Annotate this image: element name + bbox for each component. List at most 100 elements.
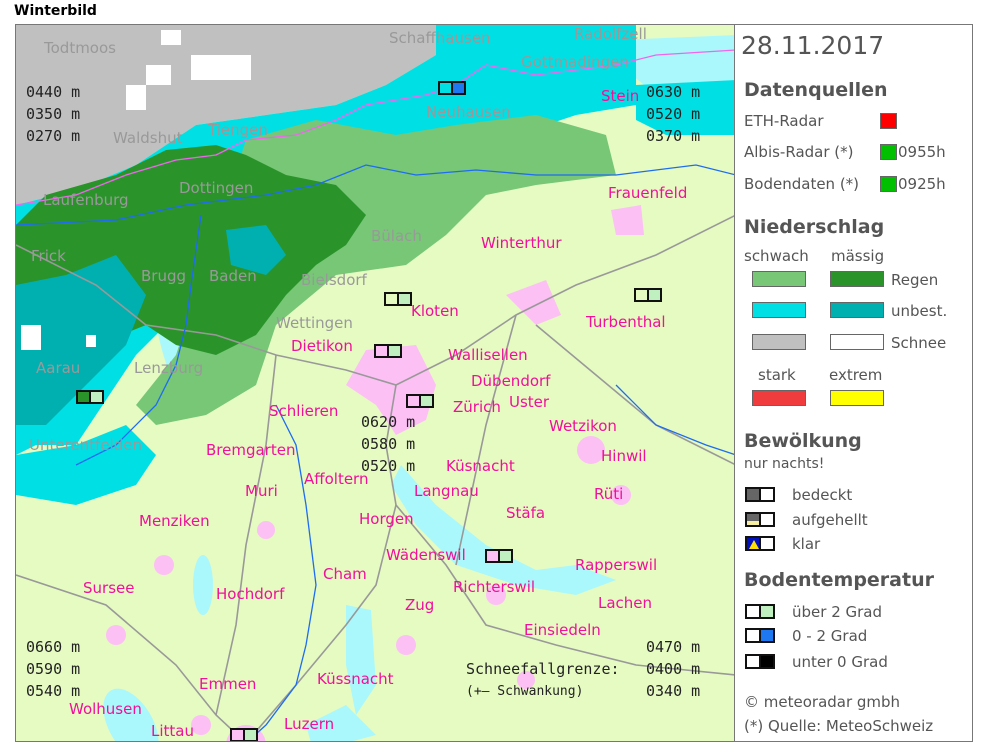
precip-row-label: unbest.: [891, 302, 948, 320]
precip-heading: Niederschlag: [744, 216, 885, 238]
map-layers: [16, 25, 734, 741]
temp-0-2-icon: [745, 628, 775, 643]
snowline-label: Schneefallgrenze:: [466, 660, 620, 678]
swatch-extreme: [830, 390, 884, 406]
town-label: Schaffhausen: [389, 29, 491, 47]
temp-row-label: unter 0 Grad: [792, 653, 888, 671]
town-label: Hinwil: [601, 447, 647, 465]
town-label: Wolhusen: [69, 700, 142, 718]
swatch-rain-moderate: [830, 271, 884, 287]
source-label: Bodendaten (*): [744, 175, 860, 193]
town-label: Gottmadingen: [521, 53, 629, 71]
cloud-overcast-icon: [745, 487, 775, 502]
town-label: Frick: [31, 247, 66, 265]
town-label: Bremgarten: [206, 441, 296, 459]
town-label: Unterentfelden: [29, 436, 142, 454]
town-label: Stäfa: [506, 504, 546, 522]
town-label: Lenzburg: [134, 359, 204, 377]
town-label: Sursee: [83, 579, 135, 597]
snowline-readout-center: 0620 m 0580 m 0520 m: [361, 413, 416, 475]
temp-row-label: über 2 Grad: [792, 603, 883, 621]
precip-row-label: Schnee: [891, 334, 947, 352]
source-status-indicator: [880, 113, 897, 129]
town-label: Wädenswil: [386, 546, 466, 564]
town-label: Affoltern: [304, 470, 369, 488]
source-status-indicator: [880, 144, 897, 160]
station-marker[interactable]: [406, 394, 434, 408]
station-marker[interactable]: [76, 390, 104, 404]
town-label: Lachen: [598, 594, 653, 612]
swatch-rain-light: [752, 271, 806, 287]
station-marker[interactable]: [230, 728, 258, 741]
town-label: Radolfzell: [574, 25, 647, 43]
precipitation: [16, 25, 734, 505]
town-label: Dietikon: [291, 337, 353, 355]
cloud-row-label: klar: [792, 535, 821, 553]
cloud-note: nur nachts!: [744, 456, 825, 472]
source-status-indicator: [880, 176, 897, 192]
town-label: Dübendorf: [471, 372, 551, 390]
town-label: Laufenburg: [43, 191, 129, 209]
station-marker[interactable]: [374, 344, 402, 358]
cloud-row-label: bedeckt: [792, 486, 853, 504]
cloud-clear-icon: [745, 536, 775, 551]
col-moderate-label: mässig: [831, 247, 885, 265]
station-marker[interactable]: [384, 292, 412, 306]
page-title: Winterbild: [14, 3, 97, 19]
town-label: Waldshut: [113, 129, 183, 147]
town-label: Rapperswil: [575, 556, 658, 574]
town-label: Stein: [601, 87, 640, 105]
town-label: Muri: [245, 482, 278, 500]
copyright: © meteoradar gmbh: [744, 693, 901, 711]
town-label: Wetzikon: [549, 417, 617, 435]
snowline-readout-se: 0470 m 0400 m 0340 m: [646, 638, 701, 700]
town-label: Richterswil: [453, 578, 536, 596]
swatch-snow-light: [752, 334, 806, 350]
town-label: Wettingen: [276, 314, 353, 332]
source-note: (*) Quelle: MeteoSchweiz: [744, 717, 934, 735]
town-label: Todtmoos: [44, 39, 116, 57]
town-label: Baden: [209, 267, 257, 285]
town-label: Frauenfeld: [608, 184, 688, 202]
precip-row-label: Regen: [891, 271, 939, 289]
cloud-row-label: aufgehellt: [792, 511, 868, 529]
rivers: [16, 164, 734, 741]
sources-heading: Datenquellen: [744, 79, 888, 101]
swatch-snow-moderate: [830, 334, 884, 350]
town-label: Littau: [151, 722, 194, 740]
town-label: Dottingen: [179, 179, 254, 197]
station-marker[interactable]: [438, 81, 466, 95]
source-time: 0955h: [898, 143, 946, 161]
snowline-readout-sw: 0660 m 0590 m 0540 m: [26, 638, 81, 700]
town-label: Uster: [509, 393, 550, 411]
town-label: Kloten: [411, 302, 459, 320]
snowline-note: (+– Schwankung): [466, 684, 584, 699]
source-label: ETH-Radar: [744, 112, 824, 130]
town-label: Küssnacht: [317, 670, 394, 688]
town-label: Zug: [405, 596, 435, 614]
weather-map[interactable]: Todtmoos Schaffhausen Radolfzell Gottmad…: [15, 24, 735, 742]
station-marker[interactable]: [634, 288, 662, 302]
source-time: 0925h: [898, 175, 946, 193]
station-marker[interactable]: [485, 549, 513, 563]
source-label: Albis-Radar (*): [744, 143, 854, 161]
temp-below-0-icon: [745, 654, 775, 669]
swatch-mixed-light: [752, 302, 806, 318]
town-label: Zürich: [453, 398, 501, 416]
cloud-heading: Bewölkung: [744, 430, 862, 452]
town-label: Hochdorf: [216, 585, 285, 603]
town-label: Einsiedeln: [524, 621, 601, 639]
town-label: Cham: [323, 565, 367, 583]
town-label: Schlieren: [269, 402, 339, 420]
town-label: Brugg: [141, 267, 187, 285]
snowline-readout-nw: 0440 m 0350 m 0270 m: [26, 83, 81, 145]
temp-above-2-icon: [745, 604, 775, 619]
cloud-partly-icon: [745, 512, 775, 527]
town-label: Neuhausen: [426, 103, 511, 121]
town-label: Turbenthal: [586, 313, 666, 331]
temp-row-label: 0 - 2 Grad: [792, 627, 868, 645]
town-label: Menziken: [139, 512, 210, 530]
temp-heading: Bodentemperatur: [744, 569, 934, 591]
town-label: Langnau: [414, 482, 479, 500]
col-light-label: schwach: [744, 247, 809, 265]
